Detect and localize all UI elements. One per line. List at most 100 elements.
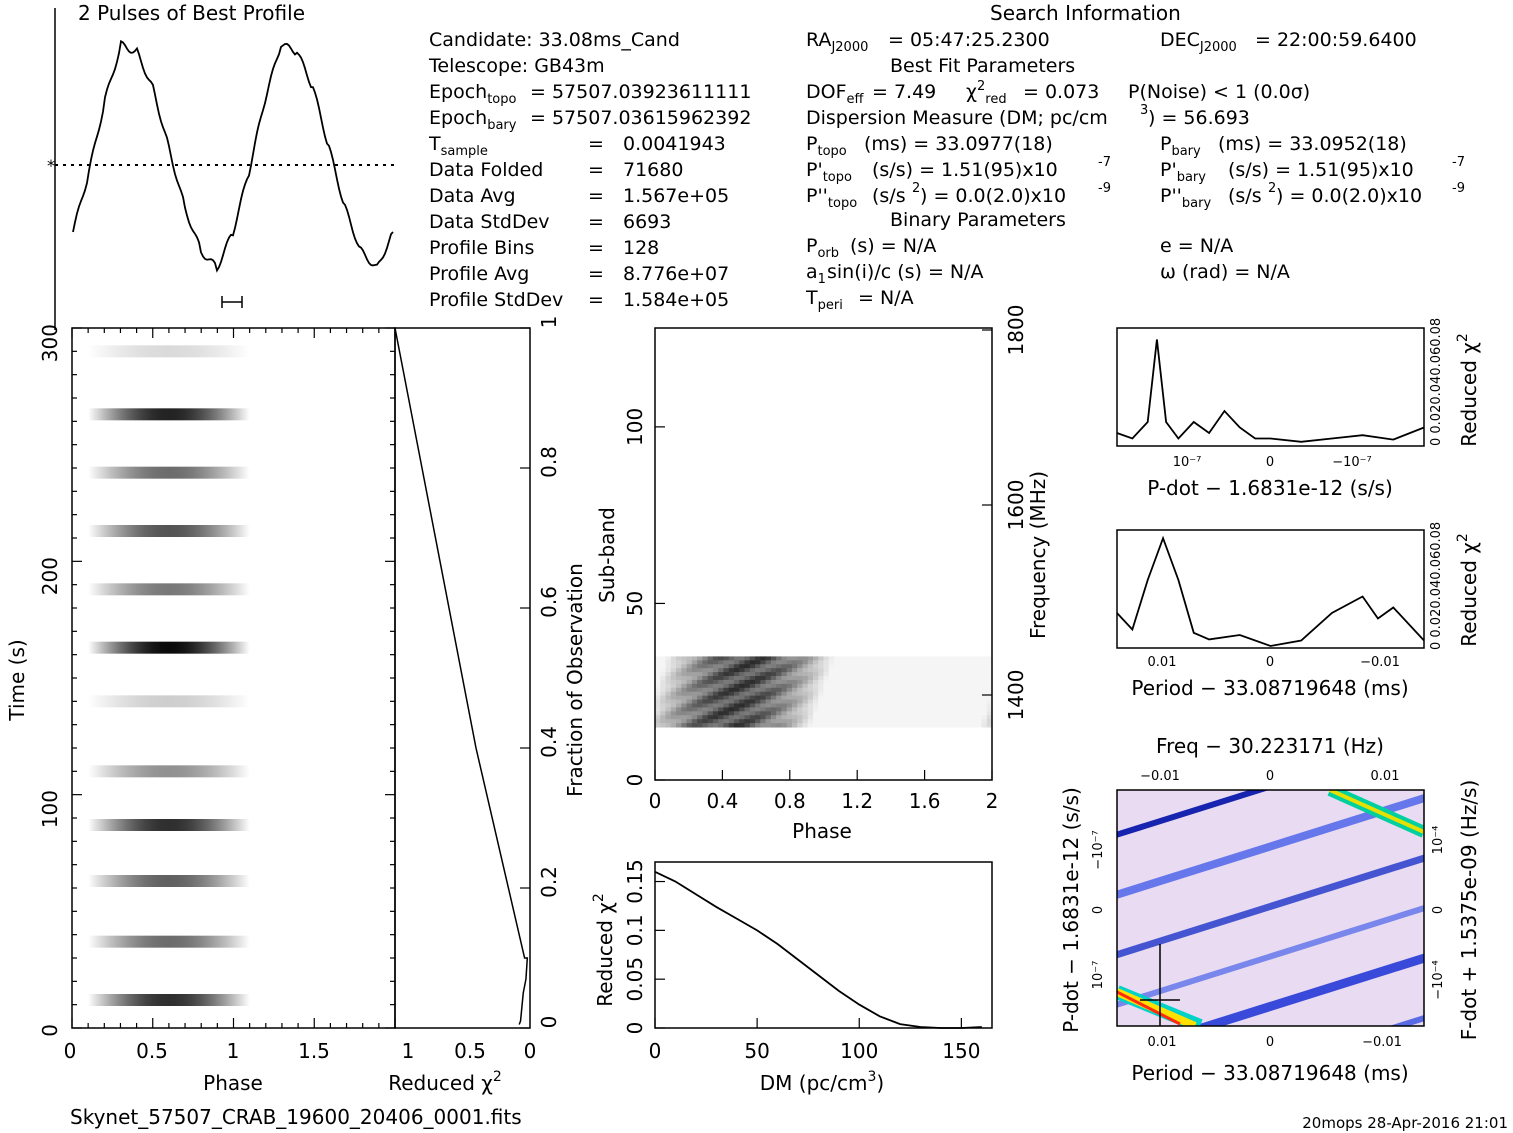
map-pdot-tick-a: −10⁻⁷ [1091, 830, 1106, 870]
subband-cell [702, 711, 709, 716]
subband-cell [855, 703, 861, 708]
subband-cell [665, 683, 672, 689]
subband-cell [765, 707, 772, 712]
subband-cell [886, 695, 893, 701]
subband-cell [939, 719, 946, 724]
subband-cell [860, 687, 867, 693]
subband-cell [797, 699, 803, 704]
subband-cell [712, 711, 719, 716]
pdbary-exp: -7 [1452, 155, 1465, 170]
subband-cell [818, 723, 824, 728]
map-hot-red [1117, 990, 1181, 1026]
subband-cell [976, 687, 982, 693]
subband-cell [970, 656, 977, 661]
subband-cell [891, 723, 898, 728]
subband-cell [928, 668, 935, 673]
subband-cell [913, 691, 919, 697]
pbary: (ms) = 33.0952(18) [1218, 133, 1407, 155]
subband-cell [876, 695, 882, 701]
freq-axis-tick: 1600 [1004, 480, 1028, 531]
subband-cell [965, 668, 972, 673]
subband-cell [923, 703, 930, 708]
subband-cell [944, 719, 951, 724]
subband-cell [828, 711, 835, 716]
subband-cell [765, 668, 772, 673]
subband-cell [786, 715, 793, 720]
subband-cell [681, 703, 688, 708]
subband-cell [728, 703, 735, 708]
subband-cell [797, 676, 803, 681]
subband-cell [834, 676, 840, 681]
subband-cell [744, 695, 751, 701]
fdot-label: F-dot + 1.5375e-09 (Hz/s) [1457, 780, 1481, 1041]
period-ylabel: Reduced χ2 [1455, 533, 1481, 647]
subband-cell [881, 691, 888, 697]
subband-cell [934, 672, 940, 677]
subband-cell [949, 715, 956, 720]
subband-cell [907, 711, 914, 716]
subband-cell [881, 715, 888, 720]
subband-cell [670, 703, 677, 708]
subband-cell [818, 711, 824, 716]
subband-cell [660, 676, 667, 681]
subband-cell [981, 672, 988, 677]
subband-cell [902, 664, 909, 669]
subband-cell [749, 695, 756, 701]
subband-cell [891, 703, 898, 708]
subband-cell [728, 707, 735, 712]
subband-cell [865, 683, 872, 689]
subband-cell [670, 683, 677, 689]
subband-cell [739, 668, 746, 673]
subband-cell [876, 723, 882, 728]
subband-cell [707, 660, 714, 665]
subband-cell [981, 660, 988, 665]
subband-cell [886, 703, 893, 708]
subband-cell [934, 699, 940, 704]
subband-cell [881, 672, 888, 677]
subband-cell [923, 668, 930, 673]
subband-cell [702, 656, 709, 661]
time-phase-ticks [71, 327, 396, 1029]
subband-cell [865, 703, 872, 708]
subband-cell [918, 699, 925, 704]
subband-cell [812, 707, 819, 712]
subband-cell [897, 687, 903, 693]
subband-cell [939, 715, 946, 720]
subband-cell [986, 656, 993, 661]
subband-cell [697, 715, 703, 720]
subband-cell [786, 664, 793, 669]
subband-cell [760, 711, 767, 716]
time-tick-300: 300 [38, 324, 62, 362]
subband-cell [797, 707, 803, 712]
subband-cell [791, 719, 798, 724]
subband-cell [770, 715, 777, 720]
subband-cell [976, 656, 982, 661]
subband-cell [844, 711, 851, 716]
info-row-name: Profile Bins [429, 237, 534, 259]
subband-cell [691, 668, 698, 673]
subband-cell [928, 703, 935, 708]
subband-cell [812, 656, 819, 661]
subband-cell [744, 656, 751, 661]
map-stripe [1193, 953, 1424, 1026]
subband-cell [691, 676, 698, 681]
subband-cell [697, 664, 703, 669]
subband-cell [960, 687, 967, 693]
subband-cell [828, 703, 835, 708]
dm-ytick: 0.1 [623, 914, 647, 946]
subband-cell [965, 687, 972, 693]
subband-cell [733, 695, 740, 701]
subphase-tick: 2 [986, 789, 999, 813]
subband-cell [660, 660, 667, 665]
map-period-label: Period − 33.08719648 (ms) [1131, 1061, 1408, 1085]
time-band [72, 695, 395, 708]
subband-cell [812, 683, 819, 689]
subband-cell [749, 711, 756, 716]
subband-cell [670, 679, 677, 685]
subband-cell [939, 695, 946, 701]
pdot-tick-a: 10⁻⁷ [1173, 455, 1202, 470]
subband-cell [749, 715, 756, 720]
subband-cell [676, 699, 682, 704]
chi2-pdot-line [1116, 339, 1425, 443]
phase-tick-15: 1.5 [298, 1039, 330, 1063]
